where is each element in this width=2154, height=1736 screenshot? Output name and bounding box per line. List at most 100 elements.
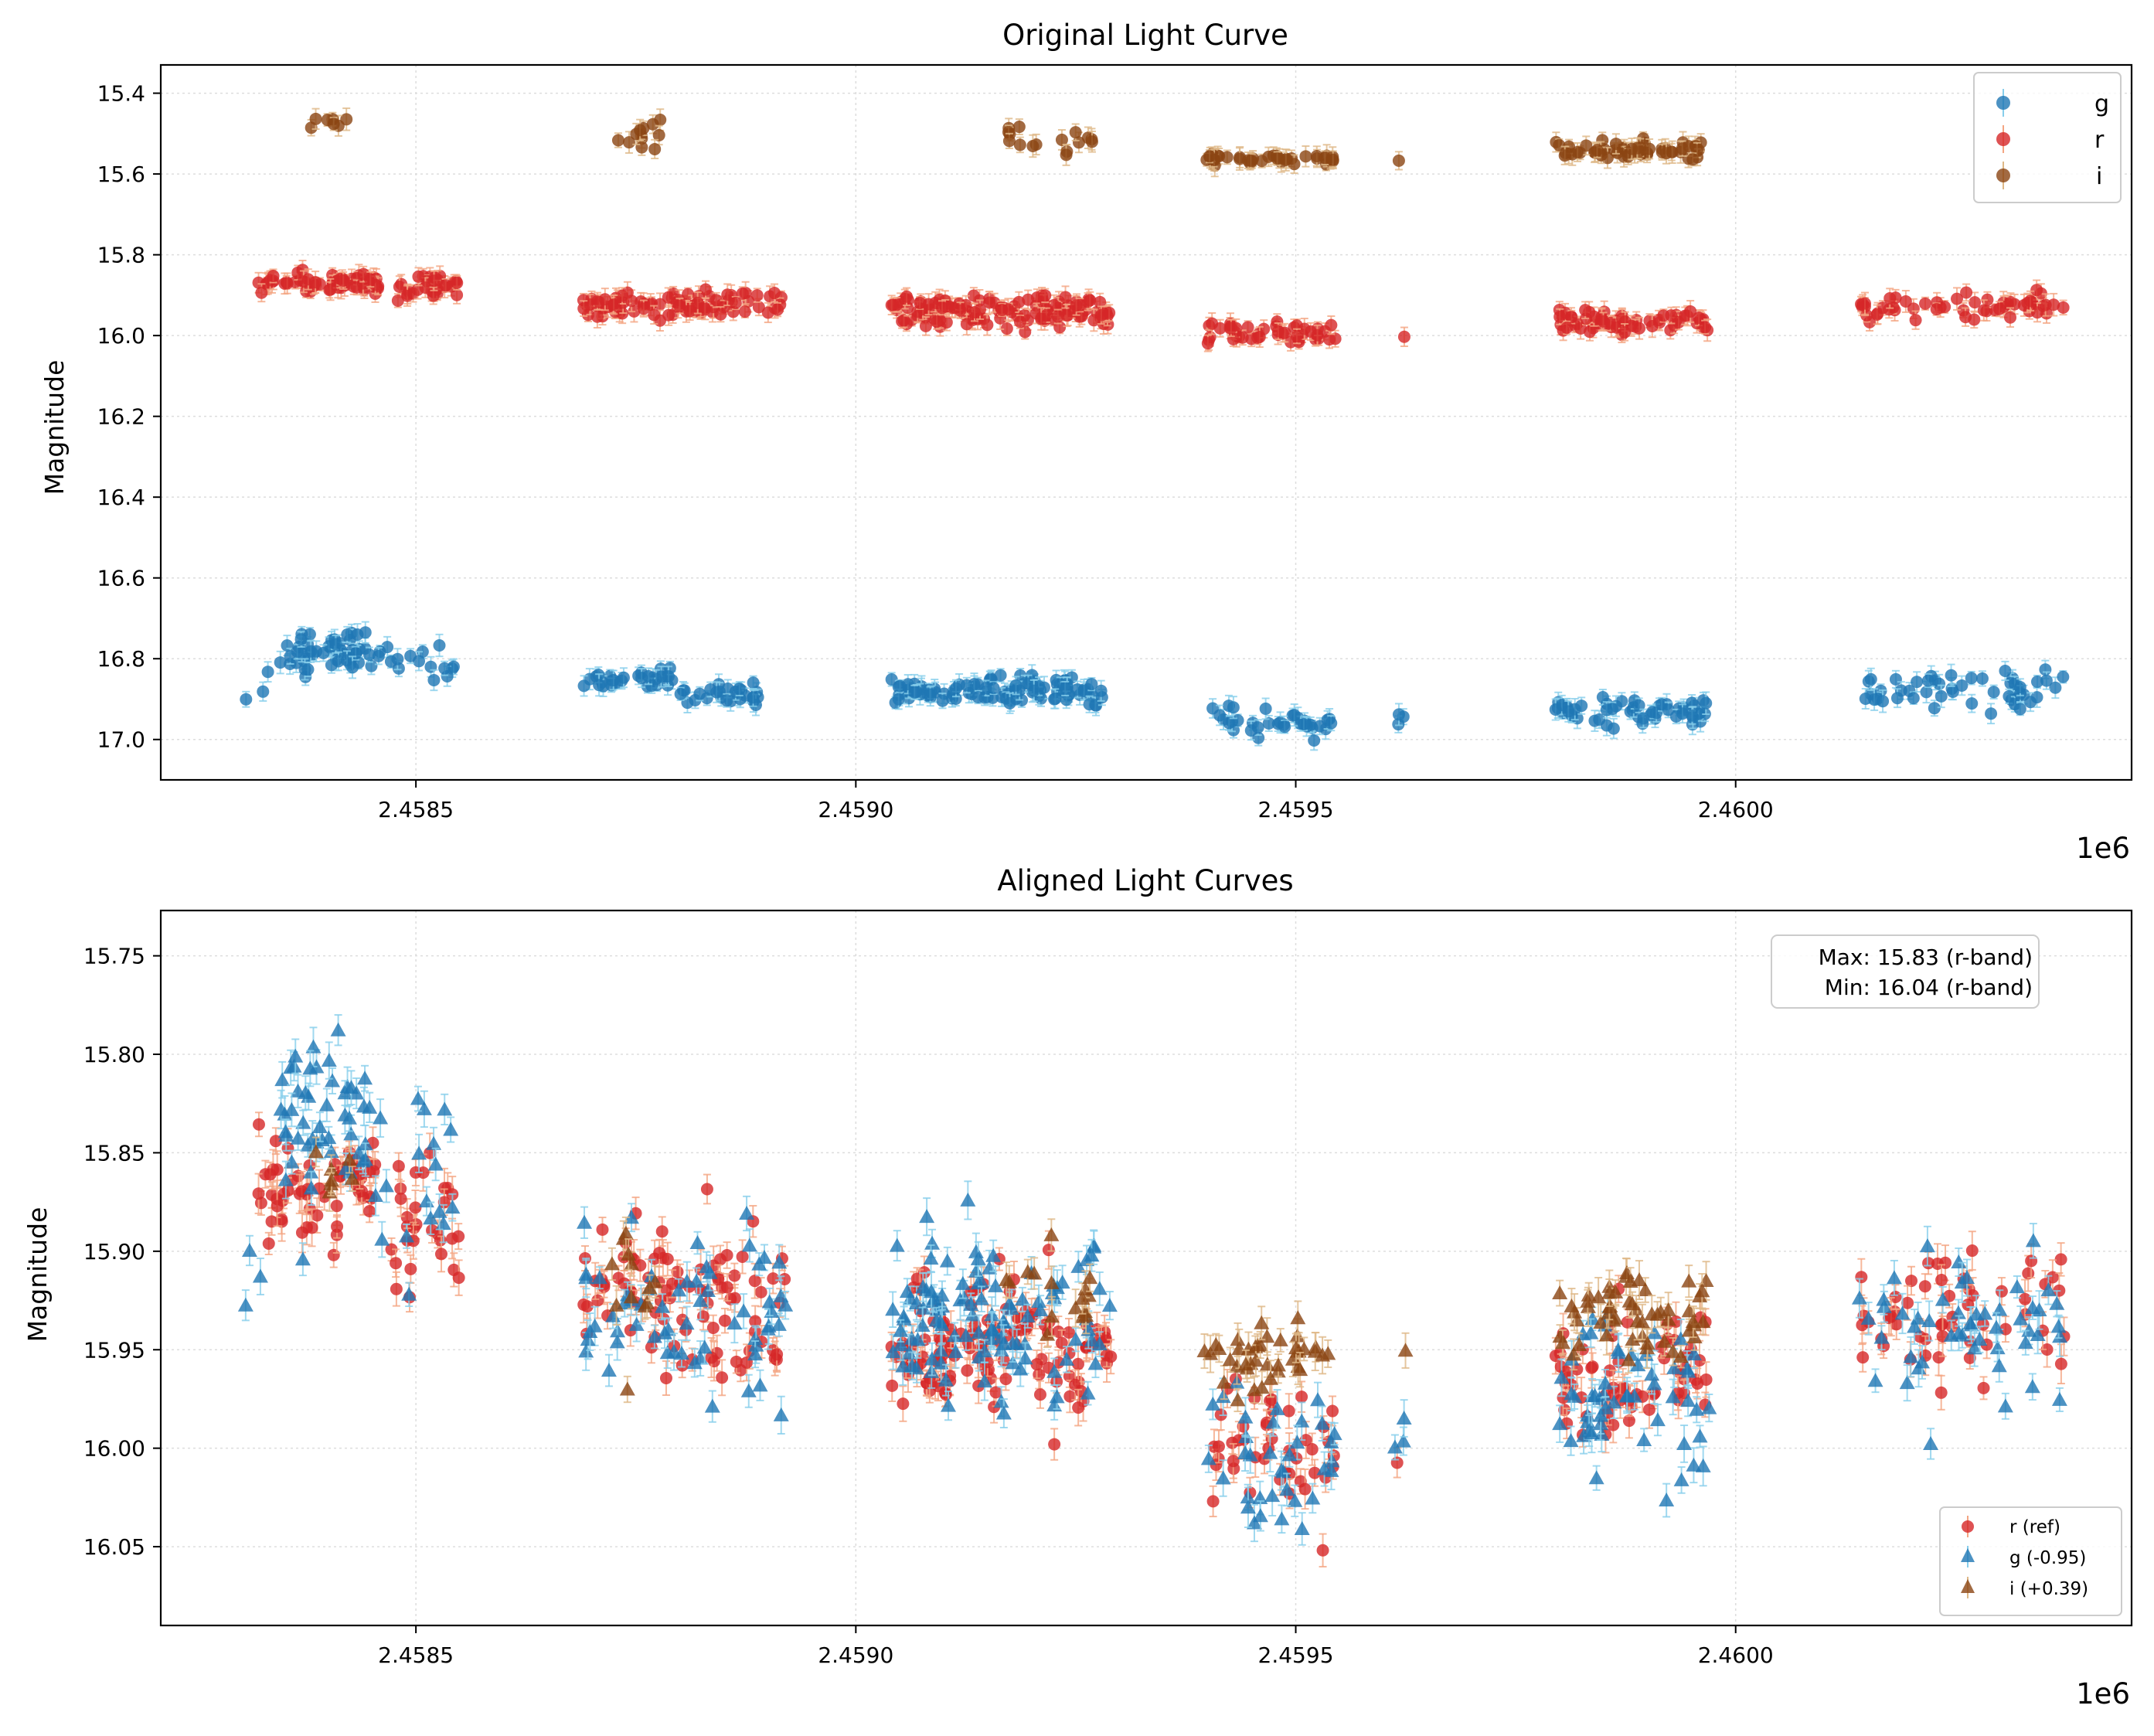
data-point <box>634 124 647 137</box>
y-tick-label: 16.0 <box>97 323 145 349</box>
data-point <box>2013 681 2026 694</box>
data-point <box>1253 330 1266 343</box>
data-point <box>281 277 294 290</box>
data-point <box>2024 294 2037 308</box>
data-point <box>893 679 907 693</box>
data-point <box>274 656 287 669</box>
data-point <box>1060 693 1073 706</box>
data-point <box>1700 696 1713 710</box>
data-point <box>1262 717 1275 730</box>
data-point <box>2030 306 2043 319</box>
data-point <box>593 679 606 692</box>
data-point <box>699 283 712 296</box>
data-point <box>1084 294 1097 307</box>
x-tick-label: 2.4600 <box>1698 797 1774 822</box>
data-point <box>596 1223 609 1236</box>
data-point <box>359 626 372 639</box>
data-point <box>1326 153 1339 166</box>
data-point <box>908 686 921 699</box>
axes-frame <box>159 63 2133 781</box>
legend-i-marker <box>1996 168 2010 182</box>
data-point <box>1259 702 1272 715</box>
data-point <box>1977 304 1990 317</box>
data-point <box>700 1183 713 1196</box>
data-point <box>252 1118 265 1131</box>
data-point <box>1699 321 1712 334</box>
data-point <box>1859 692 1872 705</box>
data-point <box>980 1365 993 1378</box>
data-point <box>1909 314 1922 327</box>
data-point <box>728 1269 741 1282</box>
data-point <box>271 1200 284 1213</box>
data-point <box>2003 311 2016 324</box>
data-point <box>1203 150 1216 163</box>
data-point <box>747 691 760 704</box>
data-point <box>2057 301 2070 314</box>
data-point <box>736 1250 749 1263</box>
data-point <box>1224 322 1237 335</box>
data-point <box>617 671 630 684</box>
data-point <box>691 296 704 309</box>
plot-area <box>237 1014 2071 1568</box>
data-point <box>1883 303 1896 316</box>
data-point <box>648 308 661 322</box>
data-point <box>391 294 404 307</box>
data-point <box>771 1348 784 1361</box>
data-point <box>693 687 706 700</box>
data-point <box>1039 289 1052 302</box>
x-tick-label: 2.4595 <box>1258 797 1334 822</box>
data-point <box>645 1341 658 1354</box>
data-point <box>1618 315 1632 328</box>
data-point <box>1297 718 1310 731</box>
data-point <box>1311 328 1324 342</box>
data-point <box>1009 679 1023 692</box>
data-point <box>438 662 451 675</box>
data-point <box>577 679 590 693</box>
data-point <box>1279 154 1292 167</box>
data-point <box>346 661 359 674</box>
data-point <box>897 314 910 327</box>
data-point <box>771 303 784 316</box>
data-point <box>427 289 440 302</box>
data-point <box>240 693 253 706</box>
data-point <box>721 288 734 301</box>
data-point <box>427 673 441 686</box>
data-point <box>1071 683 1084 696</box>
data-point <box>400 1210 413 1224</box>
data-point <box>1911 676 1924 689</box>
x-tick-label: 2.4585 <box>378 797 454 822</box>
data-point <box>309 112 322 125</box>
data-point <box>983 296 996 309</box>
x-offset-label: 1e6 <box>2076 832 2130 865</box>
data-point <box>1094 684 1108 697</box>
data-point <box>885 298 898 311</box>
data-point <box>949 682 962 695</box>
data-point <box>409 1201 422 1214</box>
data-point <box>1665 309 1678 322</box>
data-point <box>981 318 994 332</box>
chart-title: Original Light Curve <box>1002 19 1288 52</box>
data-point <box>1889 672 1902 686</box>
data-point <box>1325 318 1338 332</box>
data-point <box>622 136 635 149</box>
data-point <box>364 273 377 286</box>
aligned-light-curves-panel: Aligned Light Curves Magnitude 2.4585 2.4… <box>22 864 2133 1710</box>
data-point <box>330 1200 343 1213</box>
data-point <box>1591 144 1604 157</box>
data-point <box>1553 138 1566 151</box>
data-point <box>1611 146 1624 159</box>
data-point <box>391 652 404 665</box>
data-point <box>411 283 424 296</box>
data-point <box>1392 708 1405 721</box>
data-point <box>673 299 686 312</box>
data-point <box>327 1248 340 1261</box>
data-point <box>296 264 309 277</box>
data-point <box>1899 294 1912 308</box>
data-point <box>995 303 1009 316</box>
data-point <box>748 1275 761 1288</box>
data-point <box>372 649 385 662</box>
data-point <box>1579 304 1592 317</box>
data-point <box>1558 149 1571 162</box>
data-point <box>1103 306 1116 319</box>
